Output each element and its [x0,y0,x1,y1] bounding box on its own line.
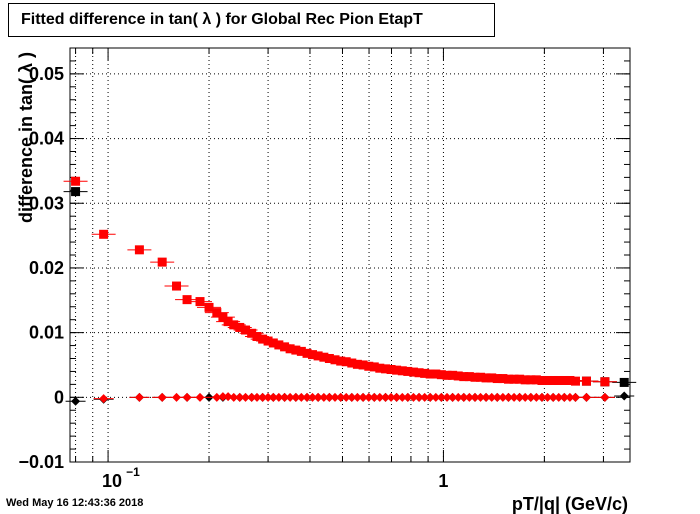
tick-labels: −0.01 0 0.01 0.02 0.03 0.04 0.05 10 −1 1 [18,64,448,491]
data-point-square [375,363,385,373]
data-point-square [157,257,167,267]
data-point-square [515,374,525,384]
data-point-square [302,348,312,358]
data-point-square [71,176,81,186]
data-point-square [619,377,629,387]
data-point-square [476,372,486,382]
axis-ticks [70,47,630,463]
data-point-square [487,373,497,383]
data-point-square [369,362,379,372]
data-point-square [436,370,446,380]
data-point-square [431,369,441,379]
data-point-square [565,375,575,385]
data-point-diamond [172,392,182,402]
data-point-square [319,352,329,362]
data-point-square [218,312,228,322]
data-point-diamond [182,392,192,402]
data-point-square [204,302,214,312]
data-point-square [291,345,301,355]
data-point-square [268,338,278,348]
data-point-square [182,295,192,305]
data-point-diamond [71,396,81,406]
data-point-square [392,365,402,375]
data-point-diamond [157,392,167,402]
data-point-square [498,374,508,384]
data-point-square [195,297,205,307]
data-point-diamond [195,392,205,402]
data-point-diamond [99,394,109,404]
data-point-square [581,376,591,386]
y-tick-label: 0.05 [29,64,64,84]
y-tick-label: 0 [54,387,64,407]
data-point-square [352,359,362,369]
data-point-square [296,346,306,356]
data-point-square [212,308,222,318]
data-point-square [313,351,323,361]
data-point-square [341,357,351,367]
data-point-diamond [619,391,629,401]
data-point-square [464,372,474,382]
chart-title: Fitted difference in tan( λ ) for Global… [21,11,423,28]
data-point-square [258,334,268,344]
data-point-square [71,187,81,197]
data-point-square [420,368,430,378]
data-point-square [223,317,233,327]
x-axis-title: pT/|q| (GeV/c) [512,494,628,514]
x-tick-label-exponent: −1 [126,465,140,479]
data-point-square [531,375,541,385]
data-point-diamond [134,392,144,402]
y-tick-label: 0.02 [29,258,64,278]
y-tick-label: −0.01 [18,452,64,472]
data-point-diamond [212,392,222,402]
data-point-square [235,322,245,332]
data-point-square [134,245,144,255]
data-point-square [280,342,290,352]
data-point-square [241,325,251,335]
data-point-diamond [600,392,610,402]
x-tick-label: 1 [438,471,448,491]
footer-timestamp: Wed May 16 12:43:36 2018 [6,497,144,509]
data-point-diamond [223,392,233,402]
data-point-square [285,344,295,354]
data-point-square [600,377,610,387]
y-tick-label: 0.04 [29,129,64,149]
data-point-square [308,350,318,360]
data-point-square [247,328,257,338]
data-point-square [408,367,418,377]
data-point-square [263,336,273,346]
data-point-square [386,364,396,374]
data-point-square [330,355,340,365]
x-tick-label: 10 [102,471,122,491]
y-tick-label: 0.03 [29,193,64,213]
data-point-square [381,364,391,374]
y-axis-title: difference in tan( λ ) [16,52,36,223]
data-point-diamond [570,392,580,402]
data-point-square [172,281,182,291]
data-marks [63,176,637,406]
y-tick-label: 0.01 [29,323,64,343]
data-point-square [364,361,374,371]
data-point-diamond [581,392,591,402]
data-point-square [448,370,458,380]
data-point-square [403,366,413,376]
data-point-square [453,371,463,381]
data-point-square [252,332,262,342]
data-point-square [414,368,424,378]
data-point-square [324,354,334,363]
data-point-square [347,358,357,368]
data-point-square [229,320,239,330]
data-point-square [397,366,407,376]
data-point-square [358,360,368,370]
data-point-square [336,356,346,366]
data-point-square [274,340,284,350]
data-point-square [99,229,109,239]
title-box: Fitted difference in tan( λ ) for Global… [8,3,495,37]
